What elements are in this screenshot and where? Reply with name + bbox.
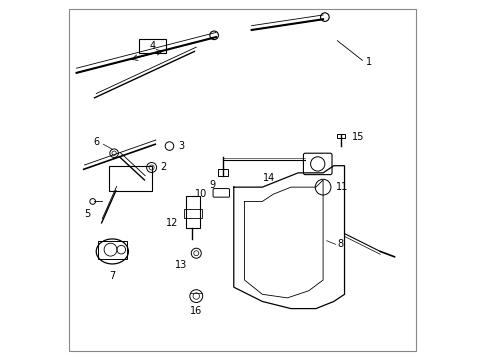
Text: 16: 16: [190, 306, 202, 316]
Text: 5: 5: [84, 208, 90, 219]
Text: 3: 3: [178, 141, 184, 151]
Text: 7: 7: [109, 271, 115, 281]
Text: 6: 6: [94, 138, 100, 148]
Text: 11: 11: [335, 182, 347, 192]
Text: 10: 10: [194, 189, 206, 199]
Text: 8: 8: [337, 239, 343, 249]
Text: 14: 14: [263, 173, 275, 183]
Text: 2: 2: [160, 162, 166, 172]
Text: 13: 13: [175, 260, 187, 270]
Text: 1: 1: [365, 57, 371, 67]
Text: 4: 4: [149, 41, 156, 51]
Text: 9: 9: [209, 180, 216, 190]
Text: 12: 12: [166, 218, 178, 228]
Text: 15: 15: [351, 132, 363, 142]
